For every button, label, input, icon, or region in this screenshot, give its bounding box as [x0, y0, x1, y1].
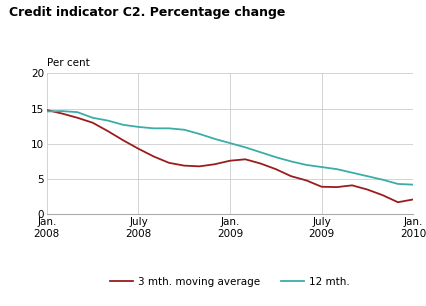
12 mth. [60, 109, 65, 113]
12 mth. [243, 145, 248, 149]
3 mth. moving average [151, 155, 156, 158]
Text: Credit indicator C2. Percentage change: Credit indicator C2. Percentage change [9, 6, 285, 19]
3 mth. moving average [181, 164, 187, 167]
3 mth. moving average [75, 116, 80, 120]
Line: 3 mth. moving average: 3 mth. moving average [47, 110, 413, 202]
3 mth. moving average [136, 147, 141, 151]
3 mth. moving average [44, 108, 49, 112]
3 mth. moving average [334, 185, 340, 189]
12 mth. [212, 137, 217, 141]
3 mth. moving average [227, 159, 233, 162]
Line: 12 mth.: 12 mth. [47, 111, 413, 185]
12 mth. [350, 171, 355, 174]
3 mth. moving average [197, 165, 202, 168]
Text: Per cent: Per cent [47, 58, 89, 68]
3 mth. moving average [411, 198, 416, 201]
12 mth. [90, 116, 95, 120]
3 mth. moving average [288, 174, 294, 178]
3 mth. moving average [212, 162, 217, 166]
12 mth. [136, 125, 141, 129]
Legend: 3 mth. moving average, 12 mth.: 3 mth. moving average, 12 mth. [106, 273, 354, 291]
12 mth. [380, 178, 385, 181]
3 mth. moving average [273, 167, 279, 171]
3 mth. moving average [243, 158, 248, 161]
3 mth. moving average [121, 138, 126, 142]
3 mth. moving average [350, 184, 355, 187]
3 mth. moving average [380, 193, 385, 197]
3 mth. moving average [304, 179, 309, 182]
12 mth. [75, 110, 80, 114]
12 mth. [227, 141, 233, 145]
3 mth. moving average [105, 129, 110, 133]
12 mth. [365, 174, 370, 178]
12 mth. [411, 183, 416, 186]
12 mth. [334, 167, 340, 171]
3 mth. moving average [319, 185, 324, 188]
12 mth. [105, 119, 110, 122]
12 mth. [319, 165, 324, 169]
12 mth. [304, 163, 309, 167]
12 mth. [151, 126, 156, 130]
12 mth. [44, 110, 49, 113]
3 mth. moving average [395, 200, 400, 204]
12 mth. [181, 128, 187, 132]
12 mth. [288, 160, 294, 163]
12 mth. [395, 182, 400, 186]
12 mth. [258, 151, 263, 154]
12 mth. [273, 155, 279, 159]
3 mth. moving average [90, 121, 95, 125]
3 mth. moving average [258, 162, 263, 165]
3 mth. moving average [60, 112, 65, 115]
12 mth. [121, 123, 126, 127]
12 mth. [197, 132, 202, 136]
3 mth. moving average [167, 161, 172, 165]
3 mth. moving average [365, 188, 370, 192]
12 mth. [167, 126, 172, 130]
